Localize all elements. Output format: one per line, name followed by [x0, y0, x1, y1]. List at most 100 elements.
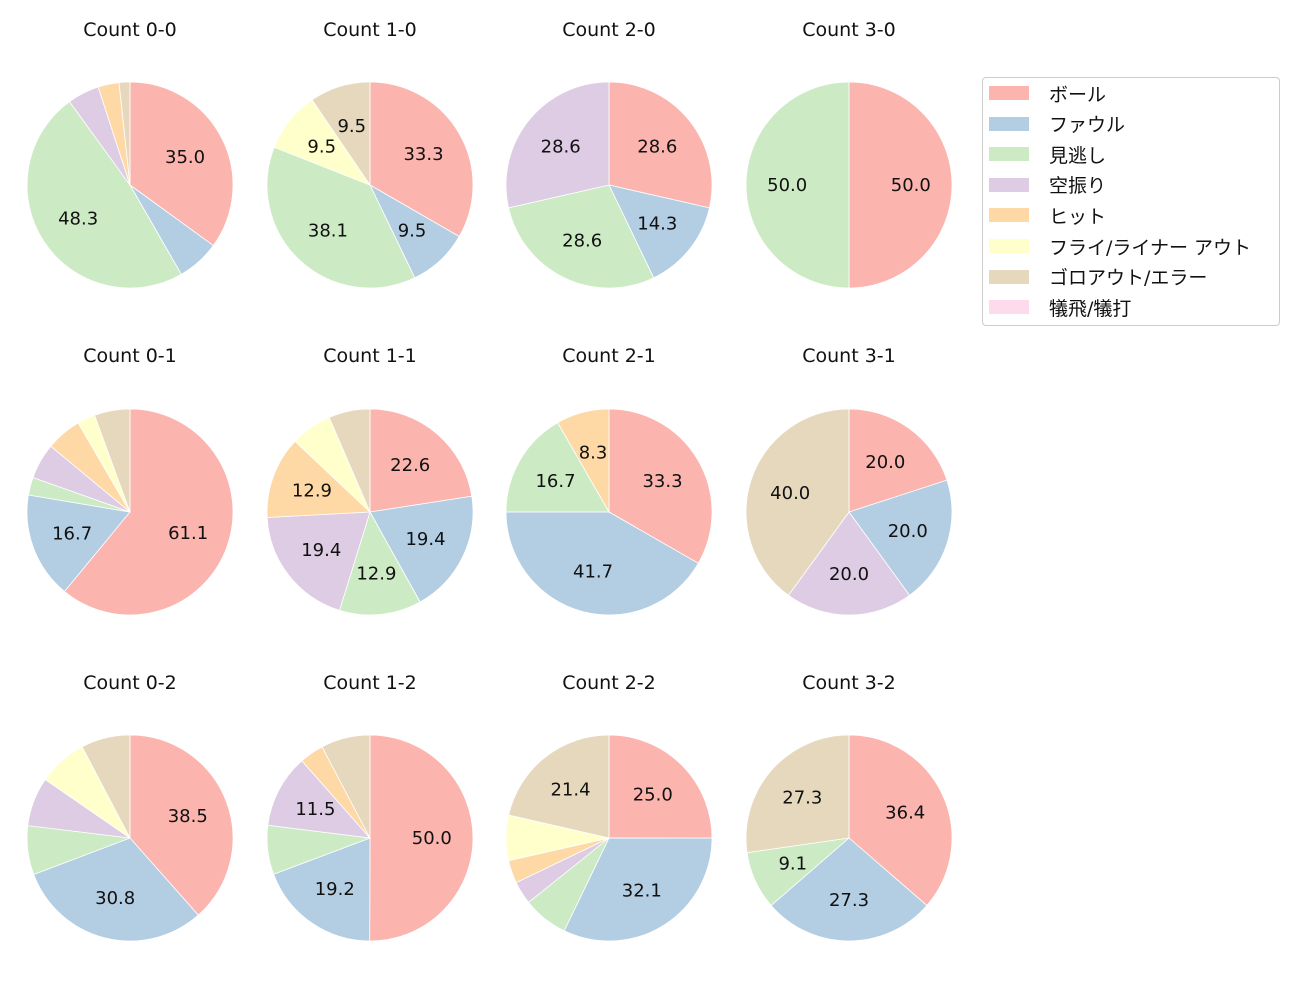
- pie-slice: [848, 479, 953, 596]
- pie-slice: [369, 408, 473, 513]
- slice-label: 9.1: [778, 854, 807, 875]
- pie-title: Count 0-1: [83, 345, 177, 367]
- legend-label: 見逃し: [1049, 144, 1107, 167]
- pie-slice: [508, 184, 655, 289]
- pie-slice: [608, 734, 713, 839]
- legend-swatch: [989, 116, 1029, 131]
- slice-label: 30.8: [95, 888, 135, 909]
- slice-label: 61.1: [168, 523, 208, 544]
- pie-slice: [328, 408, 371, 513]
- pie-slice: [505, 422, 610, 513]
- slice-label: 27.3: [829, 890, 869, 911]
- pie-slice: [563, 837, 713, 942]
- legend-swatch: [989, 208, 1029, 223]
- legend-swatch: [989, 300, 1029, 315]
- slice-label: 41.7: [573, 562, 613, 583]
- pie-title: Count 3-1: [802, 345, 896, 367]
- legend-label: フライ/ライナー アウト: [1049, 236, 1252, 259]
- pie-slice: [745, 408, 850, 596]
- pie-slice: [369, 81, 474, 238]
- legend-swatch: [989, 239, 1029, 253]
- pie-slice: [267, 760, 371, 839]
- pie-slice: [266, 511, 371, 611]
- pie-slice: [369, 495, 474, 603]
- pie-slice: [505, 81, 610, 209]
- pie-slice: [338, 510, 421, 616]
- pie-slice: [129, 81, 234, 247]
- slice-label: 28.6: [541, 136, 581, 157]
- pie-slice: [33, 837, 199, 942]
- slice-label: 25.0: [633, 784, 673, 805]
- pie-slice: [608, 184, 710, 279]
- pie-slice: [311, 81, 371, 187]
- pie-slice: [848, 81, 953, 289]
- pie-slice: [508, 734, 610, 839]
- slice-label: 19.2: [315, 879, 355, 900]
- pie-slice: [63, 408, 234, 616]
- slice-label: 14.3: [637, 214, 677, 235]
- slice-label: 21.4: [550, 780, 590, 801]
- pie-slice: [848, 734, 953, 907]
- legend-label: ファウル: [1049, 114, 1126, 137]
- legend-swatch: [989, 269, 1029, 284]
- legend-item: ゴロアウト/エラー: [989, 262, 1207, 292]
- slice-label: 28.6: [637, 136, 677, 157]
- legend-swatch: [989, 177, 1029, 192]
- slice-label: 35.0: [165, 147, 205, 168]
- slice-label: 20.0: [888, 521, 928, 542]
- slice-label: 20.0: [865, 452, 905, 473]
- legend-label: ヒット: [1049, 205, 1107, 228]
- slice-label: 22.6: [390, 455, 430, 476]
- pie-title: Count 0-2: [83, 672, 177, 694]
- legend-label: 犠飛/犠打: [1049, 297, 1132, 320]
- pie-title: Count 1-1: [323, 345, 417, 367]
- legend-item: フライ/ライナー アウト: [989, 231, 1251, 261]
- slice-label: 11.5: [295, 799, 335, 820]
- pie-title: Count 1-0: [323, 19, 417, 41]
- legend: ボールファウル見逃し空振りヒットフライ/ライナー アウトゴロアウト/エラー犠飛/…: [982, 77, 1280, 326]
- pie-slice: [26, 494, 131, 593]
- slice-label: 9.5: [398, 220, 427, 241]
- legend-item: ヒット: [989, 200, 1106, 230]
- slice-label: 8.3: [579, 442, 608, 463]
- slice-label: 50.0: [767, 175, 807, 196]
- slice-label: 27.3: [782, 788, 822, 809]
- slice-label: 19.4: [301, 540, 341, 561]
- pie-title: Count 0-0: [83, 19, 177, 41]
- pie-slice: [608, 408, 713, 564]
- pie-slice: [321, 734, 371, 839]
- pie-slice: [745, 734, 850, 854]
- pie-title: Count 3-2: [802, 672, 896, 694]
- slice-label: 40.0: [770, 483, 810, 504]
- pie-slice: [787, 511, 911, 616]
- legend-item: ボール: [989, 78, 1106, 108]
- pie-title: Count 3-0: [802, 19, 896, 41]
- slice-label: 50.0: [412, 828, 452, 849]
- pie-slice: [81, 734, 131, 839]
- slice-label: 16.7: [535, 471, 575, 492]
- pie-slice: [848, 408, 948, 513]
- pie-slice: [94, 408, 131, 513]
- pie-slice: [745, 81, 850, 289]
- legend-swatch: [989, 86, 1029, 100]
- slice-label: 48.3: [58, 209, 98, 230]
- pie-slice: [273, 837, 371, 942]
- pie-title: Count 2-0: [562, 19, 656, 41]
- slice-label: 9.5: [337, 116, 366, 137]
- slice-label: 28.6: [562, 231, 602, 252]
- slice-label: 38.5: [168, 806, 208, 827]
- pie-slice: [118, 81, 131, 186]
- pie-slice: [770, 837, 928, 942]
- slice-label: 36.4: [885, 802, 925, 823]
- slice-label: 19.4: [405, 529, 445, 550]
- pie-slice: [266, 146, 416, 289]
- legend-label: 空振り: [1049, 175, 1107, 198]
- slice-label: 20.0: [829, 564, 869, 585]
- legend-item: 犠飛/犠打: [989, 292, 1131, 322]
- slice-label: 12.9: [292, 481, 332, 502]
- slice-label: 50.0: [891, 175, 931, 196]
- pie-title: Count 1-2: [323, 672, 417, 694]
- slice-label: 16.7: [52, 524, 92, 545]
